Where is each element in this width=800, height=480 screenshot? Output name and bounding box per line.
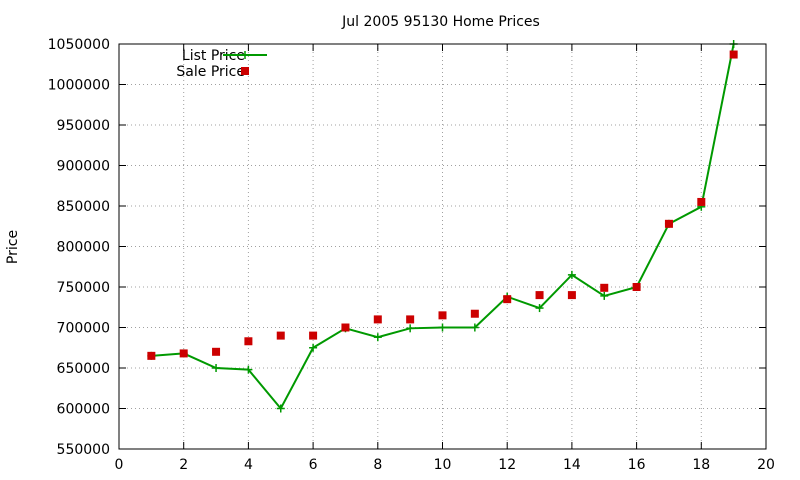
y-tick-label: 1000000 [48, 78, 110, 94]
sale-price-point [341, 323, 350, 332]
sale-price-point [179, 349, 188, 358]
series-1 [147, 50, 738, 360]
y-tick-label: 800000 [57, 240, 110, 256]
legend-label: List Price [182, 48, 245, 64]
list-price-point [276, 404, 285, 413]
sale-price-point [503, 295, 512, 304]
y-tick-label: 750000 [57, 280, 110, 296]
list-price-point [600, 291, 609, 300]
sale-price-point [600, 283, 609, 292]
x-tick-label: 8 [373, 457, 382, 473]
list-price-point [373, 333, 382, 342]
sale-price-point [373, 315, 382, 324]
legend-square-marker [241, 67, 249, 75]
sale-price-point [567, 291, 576, 300]
list-price-point [567, 270, 576, 279]
list-price-point [438, 323, 447, 332]
y-tick-label: 1050000 [48, 37, 110, 53]
x-tick-label: 12 [498, 457, 516, 473]
list-price-point [309, 343, 318, 352]
y-tick-label: 650000 [57, 361, 110, 377]
list-price-point [535, 304, 544, 313]
x-tick-label: 4 [244, 457, 253, 473]
axis-ticks: 0 2 4 6 8 10 12 14 16 18 20 550000 600000 650000 70000… [48, 37, 775, 473]
sale-price-point [535, 291, 544, 300]
sale-price-point [470, 309, 479, 318]
y-tick-label: 700000 [57, 321, 110, 337]
x-tick-label: 14 [563, 457, 581, 473]
y-tick-label: 550000 [57, 442, 110, 458]
series-layer [147, 40, 738, 413]
sale-price-point [212, 347, 221, 356]
x-tick-label: 2 [179, 457, 188, 473]
sale-price-point [632, 283, 641, 291]
y-tick-label: 600000 [57, 402, 110, 418]
sale-price-point [276, 331, 285, 340]
x-tick-label: 6 [309, 457, 318, 473]
sale-price-point [244, 337, 253, 346]
chart-title: Jul 2005 95130 Home Prices [341, 14, 540, 30]
sale-price-point [697, 197, 706, 206]
legend-plus-marker [241, 51, 249, 59]
x-tick-label: 16 [628, 457, 646, 473]
x-tick-label: 18 [692, 457, 710, 473]
sale-price-point [729, 50, 738, 59]
list-price-point [244, 365, 253, 374]
y-tick-label: 900000 [57, 159, 110, 175]
x-tick-label: 0 [115, 457, 124, 473]
y-tick-label: 850000 [57, 199, 110, 215]
plot-frame [118, 43, 767, 450]
list-price-point [406, 324, 415, 333]
sale-price-point [147, 351, 156, 360]
y-axis-label: Price [5, 230, 21, 264]
list-price-point [212, 364, 221, 372]
x-tick-label: 20 [757, 457, 775, 473]
legend-label: Sale Price [176, 64, 245, 80]
list-price-point [470, 323, 479, 332]
sale-price-point [664, 219, 673, 228]
sale-price-point [438, 311, 447, 320]
sale-price-point [406, 315, 415, 324]
sale-price-point [309, 331, 318, 340]
x-tick-label: 10 [434, 457, 452, 473]
y-tick-label: 950000 [57, 118, 110, 134]
